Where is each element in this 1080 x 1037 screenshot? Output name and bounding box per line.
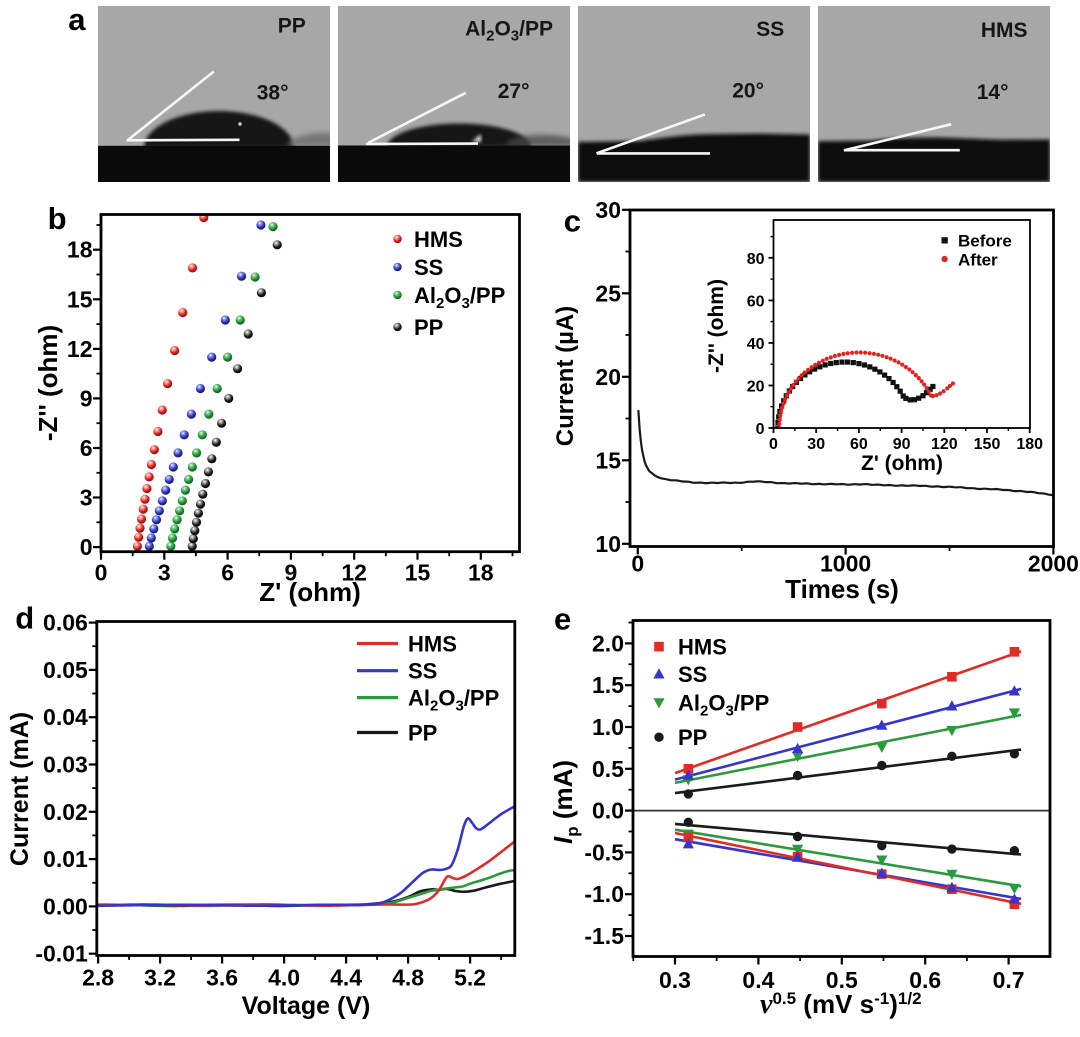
svg-text:0: 0 [95,560,108,586]
svg-text:HMS: HMS [408,632,457,657]
svg-text:20: 20 [595,364,621,390]
svg-text:4.8: 4.8 [392,965,424,991]
svg-text:PP: PP [408,721,437,746]
svg-text:HMS: HMS [678,635,727,660]
svg-text:60: 60 [747,293,765,310]
svg-text:12: 12 [67,336,93,362]
svg-text:SS: SS [678,662,707,687]
svg-text:40: 40 [747,336,765,353]
svg-text:0.00: 0.00 [43,893,88,919]
svg-text:15: 15 [595,447,621,473]
svg-text:Z' (ohm): Z' (ohm) [259,577,361,607]
svg-text:Al2O3/PP: Al2O3/PP [465,18,553,45]
svg-text:27°: 27° [498,80,530,103]
svg-text:180: 180 [1016,436,1043,453]
svg-text:0.06: 0.06 [43,610,88,636]
svg-text:0: 0 [769,436,778,453]
svg-text:PP: PP [414,315,443,340]
svg-text:25: 25 [595,280,621,306]
svg-text:10: 10 [595,531,621,557]
svg-text:HMS: HMS [981,19,1028,42]
svg-text:0: 0 [80,534,93,560]
svg-text:3: 3 [158,560,171,586]
svg-text:-0.5: -0.5 [584,839,624,865]
svg-text:-1.5: -1.5 [584,923,624,949]
svg-text:4.4: 4.4 [330,965,362,991]
svg-text:0: 0 [631,551,644,577]
svg-text:Al2O3/PP: Al2O3/PP [678,691,769,720]
svg-text:2.8: 2.8 [82,965,114,991]
svg-text:-Z'' (ohm): -Z'' (ohm) [33,325,63,441]
svg-text:150: 150 [974,436,1001,453]
svg-text:120: 120 [931,436,958,453]
svg-text:20: 20 [747,379,765,396]
svg-text:38°: 38° [257,82,289,105]
svg-text:Al2O3/PP: Al2O3/PP [414,283,505,312]
svg-text:1.0: 1.0 [592,714,624,740]
svg-text:3.2: 3.2 [144,965,176,991]
svg-text:80: 80 [747,251,765,268]
svg-text:15: 15 [405,560,431,586]
svg-text:e: e [554,602,571,637]
svg-text:30: 30 [595,197,621,223]
svg-text:-0.01: -0.01 [35,941,88,967]
svg-text:60: 60 [850,436,868,453]
svg-text:14°: 14° [977,81,1009,104]
svg-text:0: 0 [756,421,765,438]
svg-text:Before: Before [958,232,1012,251]
svg-text:6: 6 [221,560,234,586]
svg-text:0.5: 0.5 [592,756,624,782]
svg-text:c: c [564,204,581,239]
svg-text:0.0: 0.0 [592,798,624,824]
svg-text:0.04: 0.04 [43,704,88,730]
svg-text:a: a [68,2,86,37]
svg-text:1000: 1000 [820,551,871,577]
svg-text:1.5: 1.5 [592,672,624,698]
svg-text:SS: SS [414,255,443,280]
svg-text:-Z'' (ohm): -Z'' (ohm) [705,279,728,373]
svg-text:Voltage (V): Voltage (V) [242,992,371,1020]
svg-text:Current (mA): Current (mA) [6,712,34,866]
svg-text:4.0: 4.0 [268,965,300,991]
svg-text:After: After [958,250,998,269]
svg-text:PP: PP [678,725,707,750]
svg-text:3.6: 3.6 [206,965,238,991]
svg-text:18: 18 [468,560,494,586]
svg-text:SS: SS [756,18,784,41]
svg-text:30: 30 [807,436,825,453]
svg-text:6: 6 [80,435,93,461]
svg-text:0.7: 0.7 [993,967,1025,993]
svg-text:b: b [48,201,67,236]
svg-text:SS: SS [408,659,437,684]
svg-text:HMS: HMS [414,227,463,252]
svg-text:2.0: 2.0 [592,630,624,656]
svg-text:0.03: 0.03 [43,752,88,778]
svg-text:2000: 2000 [1028,551,1079,577]
svg-text:20°: 20° [732,80,764,103]
svg-text:3: 3 [80,485,93,511]
svg-text:15: 15 [67,286,93,312]
svg-text:90: 90 [893,436,911,453]
svg-text:0.01: 0.01 [43,846,88,872]
svg-text:Al2O3/PP: Al2O3/PP [408,686,499,715]
svg-text:0.05: 0.05 [43,657,88,683]
svg-text:Current (µA): Current (µA) [552,306,579,446]
svg-text:5.2: 5.2 [454,965,486,991]
svg-text:0.02: 0.02 [43,799,88,825]
svg-text:Z' (ohm): Z' (ohm) [861,452,943,475]
svg-text:9: 9 [80,385,93,411]
svg-text:PP: PP [278,15,306,38]
svg-text:-1.0: -1.0 [584,881,624,907]
svg-text:d: d [15,601,34,636]
svg-text:Times (s): Times (s) [785,574,899,604]
svg-text:0.3: 0.3 [659,967,691,993]
svg-text:18: 18 [67,237,93,263]
